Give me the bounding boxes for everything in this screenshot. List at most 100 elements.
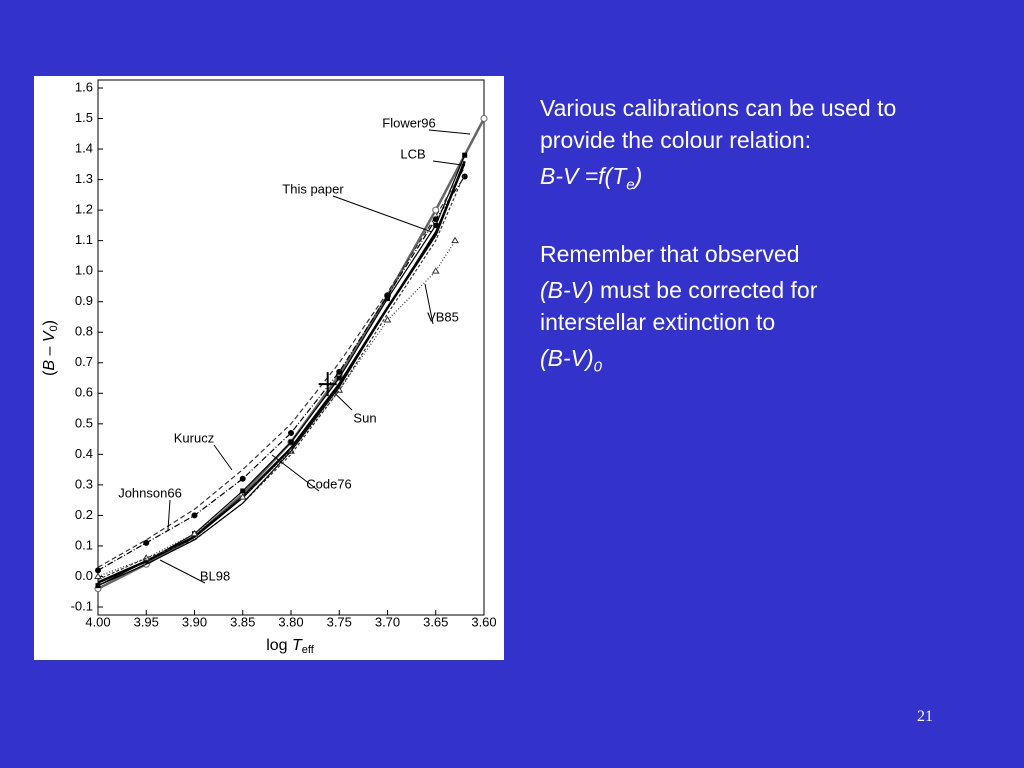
y-tick-label: 0.7 bbox=[75, 354, 93, 369]
text-run: must be corrected for interstellar extin… bbox=[540, 276, 818, 335]
text-run: Various calibrations can be used to prov… bbox=[540, 95, 897, 153]
paragraph: Remember that observed bbox=[540, 238, 920, 270]
y-tick-label: 1.2 bbox=[75, 202, 93, 217]
curve-label: Code76 bbox=[306, 476, 352, 491]
y-tick-label: 0.8 bbox=[75, 324, 93, 339]
y-tick-label: 0.6 bbox=[75, 385, 93, 400]
text-run: (B-V) bbox=[540, 276, 594, 303]
marker bbox=[336, 368, 343, 375]
marker bbox=[94, 572, 102, 579]
x-tick-label: 3.95 bbox=[134, 614, 159, 629]
y-tick-label: 0.2 bbox=[75, 507, 93, 522]
paragraph: Various calibrations can be used to prov… bbox=[540, 92, 920, 156]
marker bbox=[451, 236, 459, 244]
text-run: 0 bbox=[593, 358, 603, 376]
x-tick-label: 3.90 bbox=[182, 614, 207, 629]
leader-line bbox=[332, 195, 433, 233]
y-tick-label: -0.1 bbox=[71, 598, 93, 613]
marker bbox=[191, 512, 198, 519]
x-label-part: log bbox=[266, 637, 292, 654]
leader-line bbox=[159, 559, 206, 584]
curve-label: BL98 bbox=[200, 568, 230, 583]
y-label-part: B bbox=[41, 360, 58, 371]
curve-label: LCB bbox=[400, 146, 425, 161]
text-run: B-V =f(T bbox=[540, 163, 627, 189]
leader-line bbox=[333, 391, 353, 411]
leader-line bbox=[424, 283, 434, 325]
y-label-part: ( bbox=[41, 370, 58, 376]
marker bbox=[461, 173, 468, 180]
y-tick-label: 1.4 bbox=[75, 140, 93, 155]
marker bbox=[462, 152, 468, 158]
text-run: ) bbox=[634, 163, 643, 189]
page-number: 21 bbox=[917, 708, 933, 725]
marker bbox=[143, 539, 150, 546]
curve-label: Kurucz bbox=[174, 430, 214, 445]
x-tick-label: 3.60 bbox=[471, 614, 496, 629]
x-tick-label: 3.75 bbox=[327, 614, 352, 629]
marker bbox=[336, 375, 342, 381]
y-tick-label: 0.4 bbox=[75, 446, 93, 461]
slide-text: Various calibrations can be used to prov… bbox=[540, 92, 920, 387]
y-tick-label: 1.0 bbox=[75, 263, 93, 278]
y-tick-label: 1.6 bbox=[75, 79, 93, 94]
series-line bbox=[97, 173, 466, 581]
leader-line bbox=[167, 499, 171, 531]
text-run: e bbox=[626, 176, 635, 194]
y-label-part: ) bbox=[41, 320, 58, 325]
chart: -0.1 0.0 0.1 0.2 0.3 0.4 0.5 0.6 0.7 0.8 0.9 1.0 1.1… bbox=[34, 76, 504, 660]
text-run: Remember that observed bbox=[540, 240, 800, 267]
series-line bbox=[97, 240, 456, 578]
curve-label: Johnson66 bbox=[118, 485, 182, 500]
x-tick-label: 3.80 bbox=[278, 614, 303, 629]
marker bbox=[433, 222, 439, 228]
marker bbox=[238, 493, 247, 500]
y-tick-label: 1.5 bbox=[75, 110, 93, 125]
sun-marker bbox=[318, 372, 337, 397]
y-label-part: 0 bbox=[48, 325, 60, 331]
marker bbox=[190, 529, 199, 537]
x-axis-label: log Teff bbox=[266, 637, 315, 656]
y-tick-label: 1.1 bbox=[75, 232, 93, 247]
x-tick-label: 3.85 bbox=[230, 614, 255, 629]
y-tick-label: 0.1 bbox=[75, 537, 93, 552]
y-tick-label: 0.5 bbox=[75, 415, 93, 430]
series-line bbox=[97, 164, 466, 587]
x-tick-label: 3.70 bbox=[375, 614, 400, 629]
x-label-part: T bbox=[292, 637, 303, 654]
paragraph: (B-V)0 bbox=[540, 342, 920, 384]
marker bbox=[383, 316, 392, 323]
paragraph: (B-V) must be corrected for interstellar… bbox=[540, 274, 920, 338]
marker bbox=[95, 567, 101, 574]
y-label-part: V bbox=[41, 330, 58, 342]
paragraph: B-V =f(Te) bbox=[540, 160, 920, 202]
marker bbox=[288, 429, 294, 436]
marker bbox=[385, 296, 390, 302]
y-tick-label: 0.3 bbox=[75, 476, 93, 491]
curve-label: This paper bbox=[282, 181, 344, 196]
marker bbox=[384, 292, 391, 299]
x-label-part: eff bbox=[302, 644, 315, 656]
y-tick-label: 1.3 bbox=[75, 171, 93, 186]
series-line bbox=[97, 167, 466, 568]
y-tick-label: 0.9 bbox=[75, 293, 93, 308]
marker bbox=[480, 115, 488, 123]
curve-label: VB85 bbox=[427, 309, 459, 324]
sun-label: Sun bbox=[353, 410, 376, 425]
chart-background bbox=[34, 76, 504, 660]
y-label-part: – bbox=[41, 342, 58, 360]
series-line bbox=[97, 176, 466, 571]
curve-label: Flower96 bbox=[382, 115, 435, 130]
marker bbox=[432, 216, 439, 223]
text-run: (B-V) bbox=[540, 344, 594, 371]
marker bbox=[431, 267, 440, 274]
marker bbox=[240, 488, 246, 494]
x-tick-label: 4.00 bbox=[85, 614, 110, 629]
leader-line bbox=[213, 444, 233, 471]
leader-line bbox=[432, 160, 463, 166]
leader-line bbox=[271, 454, 320, 492]
marker bbox=[432, 206, 440, 214]
marker bbox=[288, 439, 294, 445]
y-axis-label: (B – V0) bbox=[41, 320, 60, 376]
